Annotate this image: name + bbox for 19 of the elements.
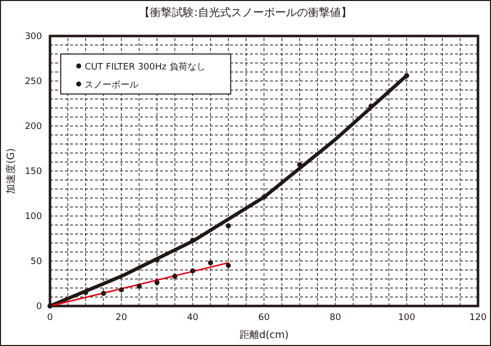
y-axis-title: 加速度(G): [5, 148, 17, 194]
y-tick-label: 200: [24, 122, 42, 132]
x-axis-title: 距離d(cm): [239, 329, 289, 341]
y-tick-label: 300: [24, 32, 42, 42]
y-tick-label: 0: [36, 302, 42, 312]
chart-title: 【衝撃試験:自光式スノーボールの衝撃値】: [139, 6, 352, 19]
x-tick-label: 60: [258, 313, 270, 323]
y-tick-label: 100: [24, 212, 42, 222]
x-tick-label: 40: [186, 313, 199, 323]
y-tick-label: 250: [24, 77, 42, 87]
legend-label: スノーボール: [84, 80, 139, 90]
x-tick-label: 0: [47, 313, 54, 323]
y-tick-label: 150: [24, 167, 42, 177]
legend-label: CUT FILTER 300Hz 負荷なし: [84, 62, 206, 72]
x-tick-label: 80: [330, 313, 342, 323]
x-tick-label: 120: [469, 313, 487, 323]
y-tick-label: 50: [30, 257, 42, 267]
x-tick-label: 20: [116, 313, 128, 323]
x-tick-label: 100: [398, 313, 416, 323]
